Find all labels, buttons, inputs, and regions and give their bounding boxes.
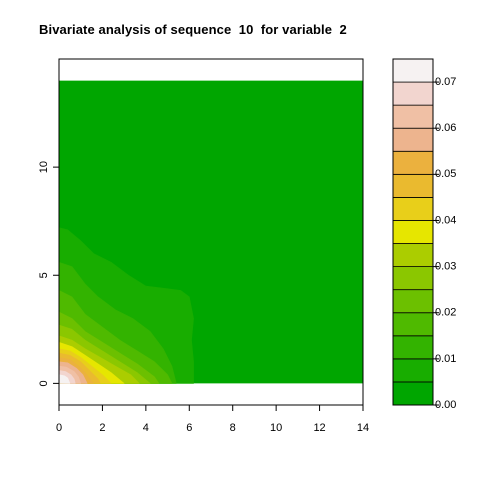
y-tick-label: 5: [38, 272, 50, 278]
colorbar-swatch-7: [392, 220, 434, 244]
colorbar-swatch-2: [392, 335, 434, 360]
colorbar-legend: 0.00 0.01 0.02 0.03 0.04 0.05 0.06 0.07: [392, 58, 456, 411]
y-tick-label: 0: [38, 380, 50, 386]
y-tick-label: 10: [38, 161, 50, 173]
x-tick-label: 14: [357, 422, 369, 434]
colorbar-swatch-9: [392, 173, 434, 198]
colorbar-tick-label: 0.01: [435, 353, 456, 365]
colorbar-swatch-13: [392, 81, 434, 106]
x-tick-label: 4: [143, 422, 149, 434]
colorbar-swatch-0: [392, 381, 434, 406]
colorbar-tick-label: 0.07: [435, 76, 456, 88]
colorbar-swatch-1: [392, 358, 434, 383]
x-axis: 0 2 4 6 8 10 12 14: [56, 405, 369, 434]
colorbar-swatch-5: [392, 266, 434, 291]
colorbar-tick-label: 0.02: [435, 307, 456, 319]
x-tick-label: 6: [186, 422, 192, 434]
x-tick-label: 0: [56, 422, 62, 434]
colorbar-swatch-4: [392, 289, 434, 314]
x-tick-label: 10: [270, 422, 282, 434]
colorbar-frame: [392, 58, 434, 406]
colorbar-swatch-3: [392, 312, 434, 337]
colorbar-tick-label: 0.06: [435, 122, 456, 134]
colorbar-swatch-14: [392, 58, 434, 83]
plot-frame: [58, 58, 364, 406]
x-tick-label: 12: [313, 422, 325, 434]
colorbar-tick-label: 0.03: [435, 261, 456, 273]
x-tick-label: 2: [99, 422, 105, 434]
chart-title: Bivariate analysis of sequence 10 for va…: [39, 22, 347, 37]
colorbar-swatch-6: [392, 243, 434, 268]
colorbar-swatch-10: [392, 150, 434, 175]
plot-area: [58, 58, 364, 406]
colorbar-swatch-8: [392, 196, 434, 221]
y-axis: 0 5 10: [38, 161, 59, 386]
colorbar-swatch-11: [392, 127, 434, 152]
colorbar-tick-label: 0.04: [435, 214, 456, 226]
colorbar-swatch-12: [392, 104, 434, 129]
colorbar-tick-label: 0.00: [435, 399, 456, 411]
colorbar-tick-label: 0.05: [435, 168, 456, 180]
x-tick-label: 8: [230, 422, 236, 434]
